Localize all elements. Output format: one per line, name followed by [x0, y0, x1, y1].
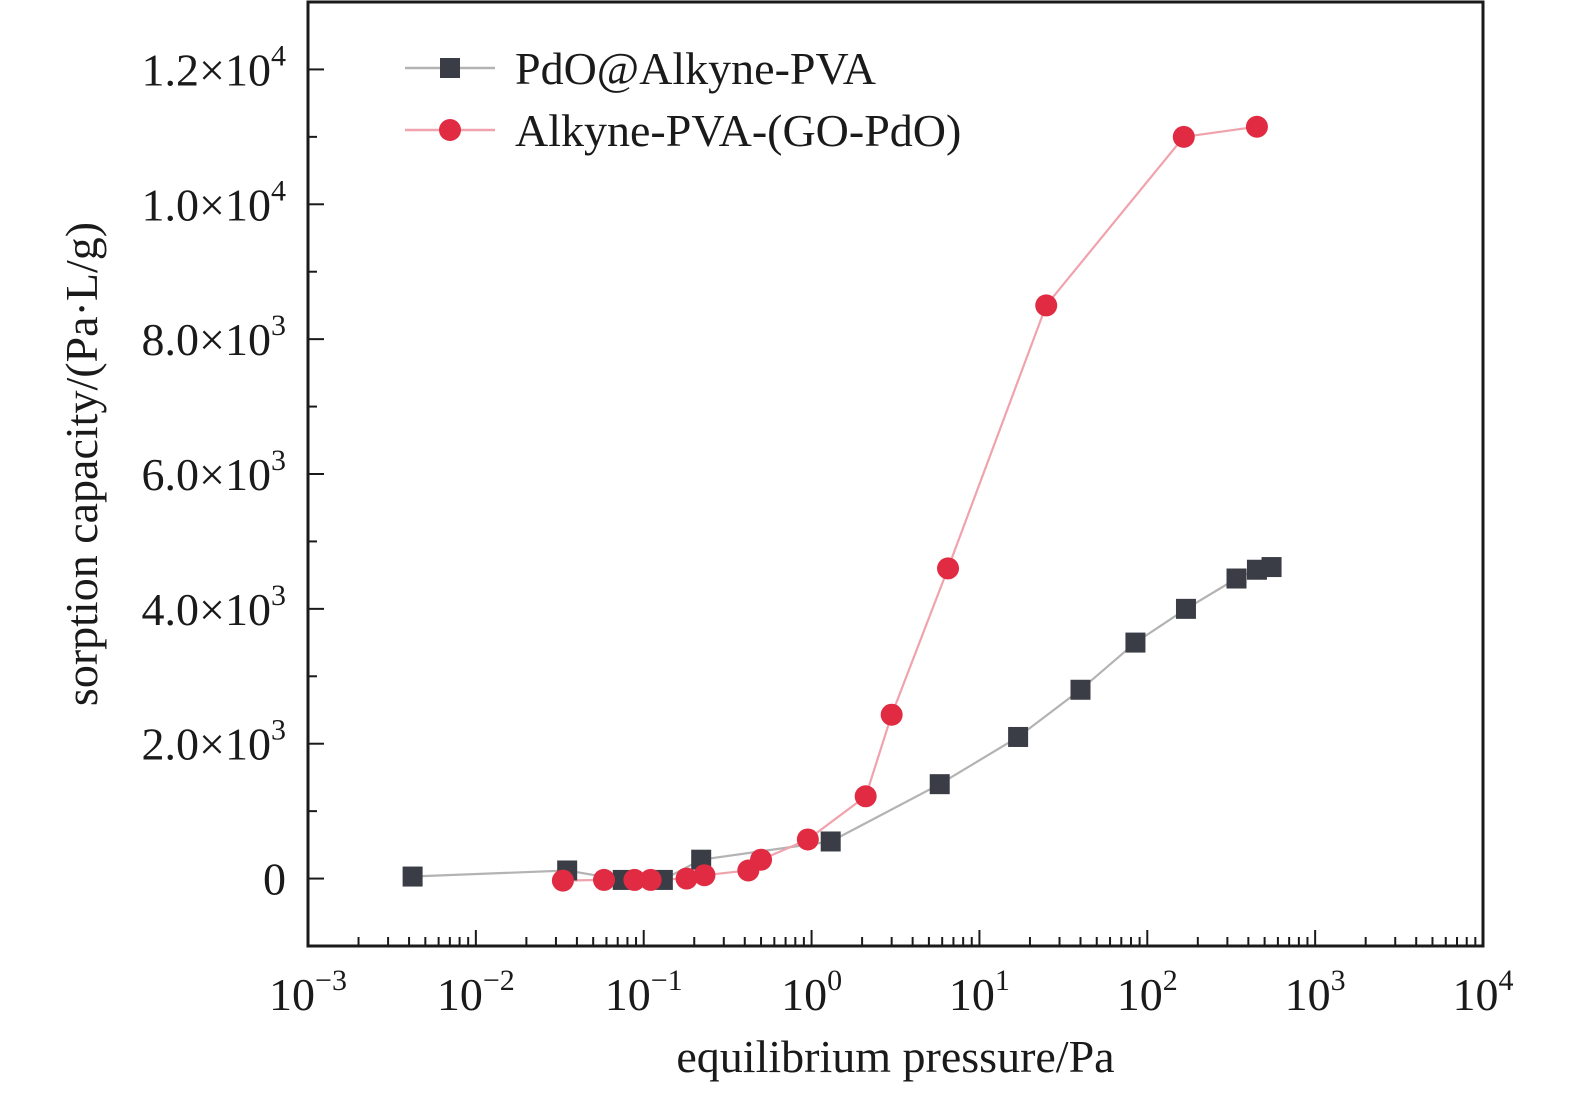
y-tick-label: 2.0×103 — [142, 714, 286, 770]
series-2-point — [796, 828, 819, 851]
series-2-point — [1035, 294, 1058, 317]
series-1-point — [1125, 632, 1146, 653]
series-2-point — [693, 864, 716, 887]
y-tick-label: 1.0×104 — [142, 174, 286, 230]
y-tick-label: 1.2×104 — [142, 39, 286, 95]
x-tick-label: 10−3 — [269, 964, 347, 1020]
y-axis-tick-labels: 0 2.0×103 4.0×103 6.0×103 8.0×103 1.0×104 1.2×… — [142, 39, 286, 904]
series-2-point — [551, 869, 574, 892]
y-tick-label: 8.0×103 — [142, 309, 286, 365]
legend-marker-2 — [439, 119, 461, 141]
series-2-point — [593, 868, 616, 891]
series-1-point — [929, 774, 950, 795]
series-1-point — [1070, 679, 1091, 700]
plot-lines — [412, 125, 1272, 882]
plot-markers — [402, 115, 1282, 892]
x-tick-label: 102 — [1117, 964, 1178, 1020]
x-tick-label: 10−1 — [605, 964, 683, 1020]
x-tick-label: 103 — [1285, 964, 1346, 1020]
legend-label-1: PdO@Alkyne-PVA — [515, 43, 876, 94]
legend-marker-1 — [440, 58, 460, 78]
series-2-point — [880, 703, 903, 726]
series-2-point — [675, 867, 698, 890]
x-tick-label: 104 — [1453, 964, 1514, 1020]
series-1-point — [1226, 568, 1247, 589]
x-axis-ticks — [307, 930, 1484, 946]
legend: PdO@Alkyne-PVA Alkyne-PVA-(GO-PdO) — [405, 43, 961, 156]
series-2-point — [854, 785, 877, 808]
y-axis-ticks — [308, 1, 324, 947]
series-2-point — [1245, 115, 1268, 138]
x-tick-label: 10−2 — [437, 964, 515, 1020]
x-tick-label: 100 — [781, 964, 842, 1020]
series-1-point — [1261, 557, 1282, 578]
x-tick-label: 101 — [949, 964, 1010, 1020]
y-tick-label: 6.0×103 — [142, 444, 286, 500]
x-axis-tick-labels: 10−3 10−2 10−1 100 101 102 103 104 — [269, 964, 1513, 1020]
series-1-point — [1008, 726, 1029, 747]
series-2-point — [1172, 125, 1195, 148]
legend-label-2: Alkyne-PVA-(GO-PdO) — [515, 105, 961, 156]
y-axis-title: sorption capacity/(Pa·L/g) — [56, 222, 107, 706]
y-tick-label: 4.0×103 — [142, 579, 286, 635]
series-2-point — [639, 868, 662, 891]
series-2-point — [937, 557, 960, 580]
series-1-point — [1175, 598, 1196, 619]
series-2-point — [623, 868, 646, 891]
series-2-point — [750, 848, 773, 871]
series-1-point — [820, 831, 841, 852]
series-1-point — [402, 866, 423, 887]
series-line-2 — [562, 125, 1258, 882]
series-line-1 — [412, 566, 1272, 882]
x-axis-title: equilibrium pressure/Pa — [676, 1031, 1114, 1082]
y-tick-label: 0 — [263, 854, 286, 905]
